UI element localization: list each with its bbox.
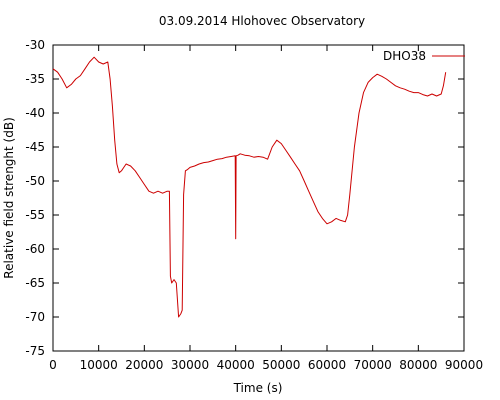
- chart-title: 03.09.2014 Hlohovec Observatory: [159, 14, 365, 28]
- series-line-dho38: [52, 56, 447, 318]
- x-tick-label: 0: [49, 358, 57, 372]
- y-tick-label: -35: [25, 72, 45, 86]
- x-tick-label: 30000: [171, 358, 209, 372]
- x-tick-label: 10000: [80, 358, 118, 372]
- series-layer: [52, 56, 447, 318]
- y-tick-label: -40: [25, 106, 45, 120]
- y-tick-label: -75: [25, 344, 45, 358]
- x-axis: 0 10000 20000 30000 40000 50000 60000 70000 8000…: [49, 45, 483, 372]
- y-axis: -30 -35 -40 -45 -50 -55 -60 -65 -70 -75: [25, 38, 464, 358]
- x-tick-label: 70000: [354, 358, 392, 372]
- plot-frame: [52, 44, 465, 352]
- y-tick-label: -55: [25, 208, 45, 222]
- y-tick-label: -60: [25, 242, 45, 256]
- x-tick-label: 80000: [399, 358, 437, 372]
- y-tick-label: -70: [25, 310, 45, 324]
- x-tick-label: 20000: [125, 358, 163, 372]
- legend: DHO38: [383, 49, 465, 63]
- x-axis-label: Time (s): [233, 381, 283, 395]
- x-tick-label: 60000: [308, 358, 346, 372]
- y-tick-label: -50: [25, 174, 45, 188]
- x-tick-label: 90000: [445, 358, 483, 372]
- y-axis-label: Relative field strenght (dB): [2, 117, 16, 278]
- y-tick-label: -45: [25, 140, 45, 154]
- y-tick-label: -65: [25, 276, 45, 290]
- x-tick-label: 50000: [262, 358, 300, 372]
- x-tick-label: 40000: [217, 358, 255, 372]
- legend-label-dho38: DHO38: [383, 49, 426, 63]
- y-tick-label: -30: [25, 38, 45, 52]
